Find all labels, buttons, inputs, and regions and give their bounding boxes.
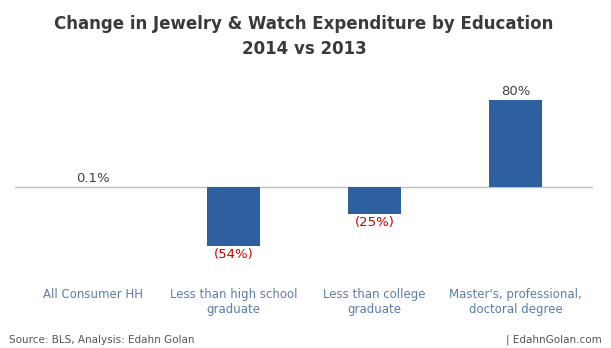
Text: Source: BLS, Analysis: Edahn Golan: Source: BLS, Analysis: Edahn Golan — [9, 334, 195, 345]
Text: 80%: 80% — [501, 85, 530, 98]
Text: (54%): (54%) — [214, 248, 254, 261]
Bar — [348, 187, 401, 214]
Bar — [207, 187, 260, 246]
Bar — [489, 100, 543, 187]
Text: | EdahnGolan.com: | EdahnGolan.com — [506, 334, 602, 345]
Title: Change in Jewelry & Watch Expenditure by Education
2014 vs 2013: Change in Jewelry & Watch Expenditure by… — [54, 15, 554, 58]
Text: 0.1%: 0.1% — [76, 172, 109, 185]
Text: (25%): (25%) — [354, 216, 395, 229]
